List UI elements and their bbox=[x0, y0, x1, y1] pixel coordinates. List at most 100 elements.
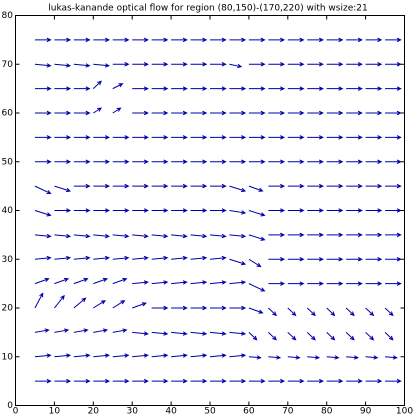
flow-arrow bbox=[326, 307, 336, 317]
flow-arrow bbox=[326, 110, 344, 116]
x-tick-label: 20 bbox=[88, 407, 100, 417]
flow-arrow bbox=[73, 159, 91, 164]
flow-arrow bbox=[326, 37, 344, 43]
flow-arrow bbox=[73, 297, 87, 309]
flow-arrow bbox=[73, 183, 91, 189]
flow-arrow bbox=[287, 208, 305, 213]
flow-arrow bbox=[190, 280, 208, 285]
flow-arrow bbox=[34, 37, 52, 43]
flow-arrow bbox=[229, 305, 247, 311]
flow-arrow bbox=[365, 110, 383, 116]
flow-arrow bbox=[326, 86, 344, 91]
x-tick-label: 50 bbox=[204, 407, 216, 417]
flow-arrow bbox=[248, 210, 266, 217]
flow-arrow bbox=[93, 233, 111, 239]
flow-arrow bbox=[210, 110, 227, 116]
flow-arrow bbox=[132, 159, 149, 164]
flow-arrow bbox=[151, 110, 169, 116]
flow-arrow bbox=[346, 355, 359, 360]
flow-arrow bbox=[112, 183, 130, 189]
flow-arrow bbox=[287, 257, 305, 262]
flow-arrow bbox=[151, 183, 169, 189]
flow-arrow bbox=[287, 159, 305, 164]
flow-arrow bbox=[326, 232, 344, 238]
y-tick-label: 80 bbox=[2, 11, 14, 21]
flow-arrow bbox=[229, 185, 247, 193]
flow-arrow bbox=[54, 37, 72, 43]
flow-arrow bbox=[307, 110, 324, 116]
flow-arrow bbox=[112, 135, 130, 140]
flow-arrow bbox=[54, 294, 65, 309]
flow-arrow bbox=[365, 62, 383, 67]
flow-arrow bbox=[385, 355, 398, 360]
flow-arrow bbox=[171, 159, 188, 164]
flow-arrow bbox=[346, 208, 363, 213]
flow-arrow bbox=[307, 378, 324, 384]
flow-arrow bbox=[346, 257, 363, 262]
flow-arrow bbox=[248, 62, 266, 67]
flow-arrow bbox=[73, 328, 89, 333]
flow-arrow bbox=[287, 232, 305, 238]
flow-arrow bbox=[287, 62, 305, 67]
flow-arrow bbox=[73, 233, 91, 239]
flow-arrow bbox=[151, 378, 169, 384]
flow-arrow bbox=[287, 135, 305, 140]
flow-arrow bbox=[268, 257, 286, 262]
flow-arrow bbox=[151, 255, 169, 261]
flow-arrow bbox=[34, 328, 50, 333]
flow-arrow bbox=[54, 277, 70, 285]
flow-arrow bbox=[385, 378, 402, 384]
flow-arrow bbox=[210, 378, 227, 384]
flow-arrow bbox=[287, 355, 301, 360]
flow-arrow bbox=[34, 378, 52, 384]
flow-arrow bbox=[151, 37, 169, 43]
flow-arrow bbox=[34, 159, 52, 164]
y-tick-label: 20 bbox=[2, 304, 14, 314]
flow-arrow bbox=[34, 135, 52, 140]
flow-arrow bbox=[210, 37, 227, 43]
flow-arrow bbox=[132, 86, 149, 91]
flow-arrow bbox=[326, 159, 344, 164]
flow-arrow bbox=[151, 305, 169, 311]
flow-arrow bbox=[171, 110, 188, 116]
flow-arrow bbox=[171, 86, 188, 91]
flow-arrow bbox=[209, 353, 227, 358]
flow-arrow bbox=[93, 328, 109, 333]
flow-arrow bbox=[326, 62, 344, 67]
flow-arrow bbox=[365, 257, 383, 262]
flow-arrow bbox=[112, 159, 130, 164]
flow-arrow bbox=[307, 232, 324, 238]
flow-arrow bbox=[93, 378, 111, 384]
flow-arrow bbox=[34, 185, 52, 194]
flow-arrow bbox=[346, 183, 363, 189]
flow-arrow bbox=[190, 353, 208, 358]
flow-arrow bbox=[268, 232, 286, 238]
flow-arrow bbox=[73, 353, 91, 358]
flow-arrow bbox=[93, 37, 111, 43]
flow-arrow bbox=[209, 280, 227, 285]
flow-arrow bbox=[34, 233, 52, 239]
flow-arrow bbox=[229, 135, 247, 140]
flow-arrow bbox=[171, 353, 188, 358]
flow-arrow bbox=[326, 355, 340, 360]
flow-arrow bbox=[132, 37, 149, 43]
flow-arrow bbox=[229, 110, 247, 116]
flow-arrow bbox=[132, 331, 149, 336]
flow-arrow bbox=[112, 208, 130, 213]
flow-arrow bbox=[93, 183, 111, 189]
flow-arrow bbox=[112, 233, 130, 239]
flow-arrow bbox=[171, 233, 188, 239]
flow-arrow bbox=[268, 86, 286, 91]
flow-arrow bbox=[268, 208, 286, 213]
flow-arrow bbox=[210, 159, 227, 164]
flow-arrow bbox=[112, 378, 130, 384]
flow-arrow bbox=[248, 185, 264, 192]
flow-arrow bbox=[190, 208, 208, 213]
flow-arrow bbox=[385, 110, 402, 116]
flow-arrow bbox=[54, 353, 72, 358]
flow-arrow bbox=[307, 86, 324, 91]
flow-arrow bbox=[151, 208, 169, 213]
flow-arrow bbox=[210, 86, 227, 91]
flow-arrow bbox=[132, 255, 149, 261]
flow-arrow bbox=[190, 255, 208, 261]
